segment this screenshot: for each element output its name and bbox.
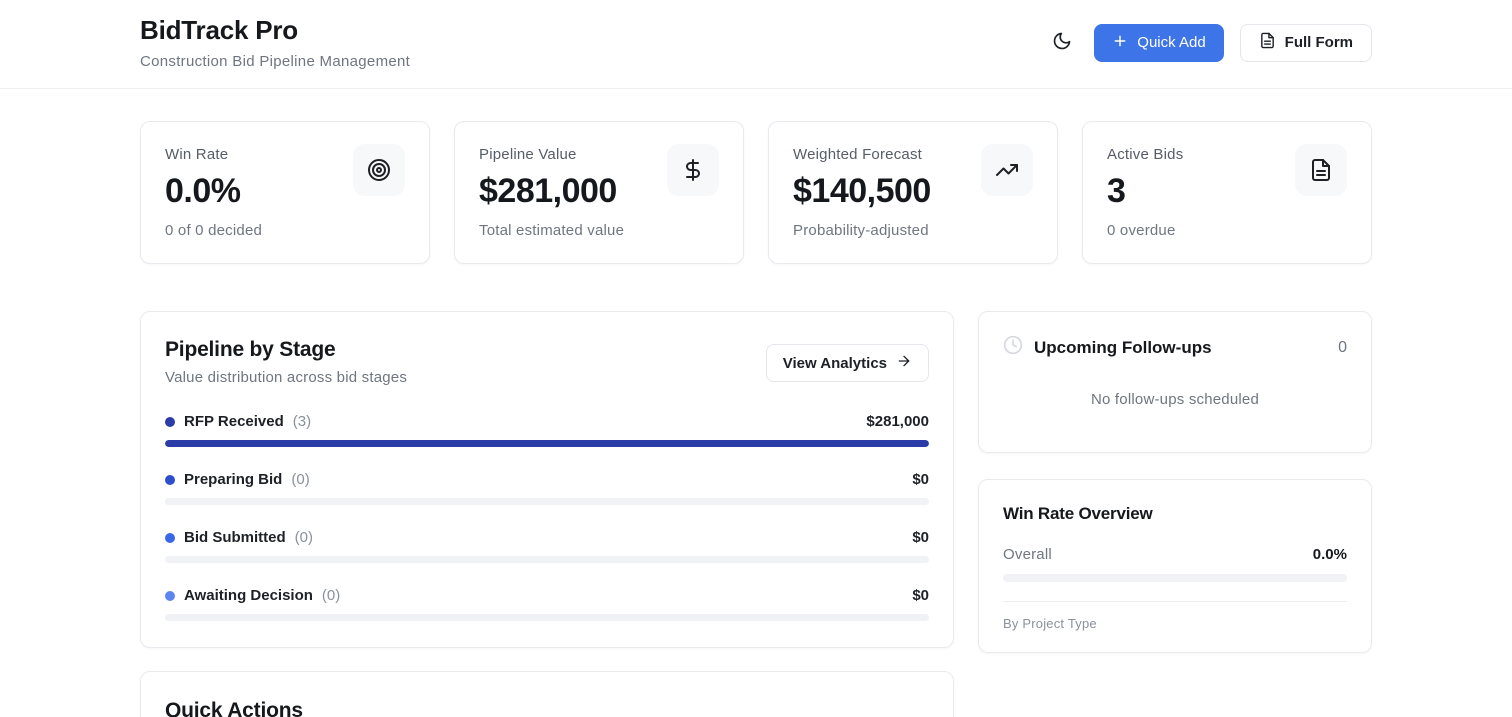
pipeline-by-stage-card: Pipeline by Stage Value distribution acr… — [140, 311, 954, 648]
quick-actions-card: Quick Actions — [140, 671, 954, 717]
target-icon — [353, 144, 405, 196]
stage-count: (0) — [291, 471, 310, 488]
stage-progress-track — [165, 498, 929, 505]
clock-icon — [1003, 335, 1023, 360]
stat-card-pipeline-value: Pipeline Value $281,000 Total estimated … — [454, 121, 744, 264]
view-analytics-button[interactable]: View Analytics — [765, 344, 929, 382]
stat-value: $140,500 — [793, 172, 931, 210]
stage-name: RFP Received — [184, 413, 284, 430]
full-form-button[interactable]: Full Form — [1239, 23, 1372, 62]
stage-progress-fill — [165, 440, 929, 447]
divider — [1003, 601, 1347, 602]
quick-add-label: Quick Add — [1137, 34, 1206, 51]
stage-count: (3) — [292, 413, 312, 430]
stat-value: 3 — [1107, 172, 1126, 210]
stage-name: Awaiting Decision — [184, 587, 313, 604]
stage-dot — [165, 474, 175, 485]
file-text-icon — [1295, 144, 1347, 196]
stat-subtitle: 0 of 0 decided — [165, 222, 263, 239]
plus-icon — [1112, 33, 1128, 53]
stage-progress-track — [165, 614, 929, 621]
win-rate-overview-title: Win Rate Overview — [1003, 504, 1153, 523]
view-analytics-label: View Analytics — [782, 354, 887, 372]
win-rate-overview-card: Win Rate Overview Overall 0.0% By Projec… — [978, 479, 1372, 653]
stat-card-active-bids: Active Bids 3 0 overdue — [1082, 121, 1372, 264]
stage-count: (0) — [294, 529, 314, 546]
stat-subtitle: Total estimated value — [479, 222, 625, 239]
pipeline-title: Pipeline by Stage — [165, 338, 336, 361]
quick-actions-title: Quick Actions — [165, 699, 303, 717]
upcoming-followups-card: Upcoming Follow-ups 0 No follow-ups sche… — [978, 311, 1372, 453]
stat-label: Active Bids — [1107, 146, 1184, 163]
stage-list: RFP Received (3) $281,000 Preparing Bid — [165, 413, 929, 621]
stage-value: $0 — [912, 587, 929, 604]
moon-icon — [1052, 31, 1072, 54]
stage-row-rfp-received: RFP Received (3) $281,000 — [165, 413, 929, 447]
stage-value: $0 — [912, 529, 929, 546]
stage-count: (0) — [321, 587, 341, 604]
stat-label: Win Rate — [165, 146, 229, 163]
overall-progress-track — [1003, 574, 1347, 582]
followups-empty-message: No follow-ups scheduled — [1090, 391, 1260, 408]
stage-row-preparing-bid: Preparing Bid (0) $0 — [165, 471, 929, 505]
dollar-icon — [667, 144, 719, 196]
theme-toggle-button[interactable] — [1046, 25, 1078, 60]
stage-progress-track — [165, 556, 929, 563]
stage-progress-track — [165, 440, 929, 447]
stage-value: $281,000 — [866, 413, 929, 430]
stage-name: Preparing Bid — [184, 471, 283, 488]
followups-title: Upcoming Follow-ups — [1034, 337, 1212, 357]
pipeline-subtitle: Value distribution across bid stages — [165, 369, 408, 386]
stage-dot — [165, 416, 175, 427]
overall-value: 0.0% — [1312, 546, 1347, 563]
by-project-type-label: By Project Type — [1003, 616, 1097, 631]
stage-row-bid-submitted: Bid Submitted (0) $0 — [165, 529, 929, 563]
app-title: BidTrack Pro — [140, 15, 298, 45]
stat-card-win-rate: Win Rate 0.0% 0 of 0 decided — [140, 121, 430, 264]
stats-grid: Win Rate 0.0% 0 of 0 decided Pipeline Va… — [140, 121, 1372, 264]
stage-row-awaiting-decision: Awaiting Decision (0) $0 — [165, 587, 929, 621]
overall-label: Overall — [1003, 546, 1052, 563]
main-content: Win Rate 0.0% 0 of 0 decided Pipeline Va… — [140, 121, 1372, 717]
stage-dot — [165, 532, 175, 543]
quick-add-button[interactable]: Quick Add — [1094, 23, 1224, 62]
stage-value: $0 — [912, 471, 929, 488]
app-subtitle: Construction Bid Pipeline Management — [140, 53, 411, 70]
app-header: BidTrack Pro Construction Bid Pipeline M… — [0, 0, 1512, 89]
stat-card-weighted-forecast: Weighted Forecast $140,500 Probability-a… — [768, 121, 1058, 264]
stage-dot — [165, 590, 175, 601]
stat-value: 0.0% — [165, 172, 241, 210]
trending-up-icon — [981, 144, 1033, 196]
stat-label: Weighted Forecast — [793, 146, 923, 163]
file-text-icon — [1259, 32, 1276, 53]
stat-subtitle: Probability-adjusted — [793, 222, 929, 239]
stage-name: Bid Submitted — [184, 529, 286, 546]
followups-count-badge: 0 — [1338, 338, 1347, 356]
stat-subtitle: 0 overdue — [1107, 222, 1176, 239]
stat-value: $281,000 — [479, 172, 617, 210]
arrow-right-icon — [896, 353, 912, 373]
full-form-label: Full Form — [1284, 34, 1353, 51]
stat-label: Pipeline Value — [479, 146, 577, 163]
